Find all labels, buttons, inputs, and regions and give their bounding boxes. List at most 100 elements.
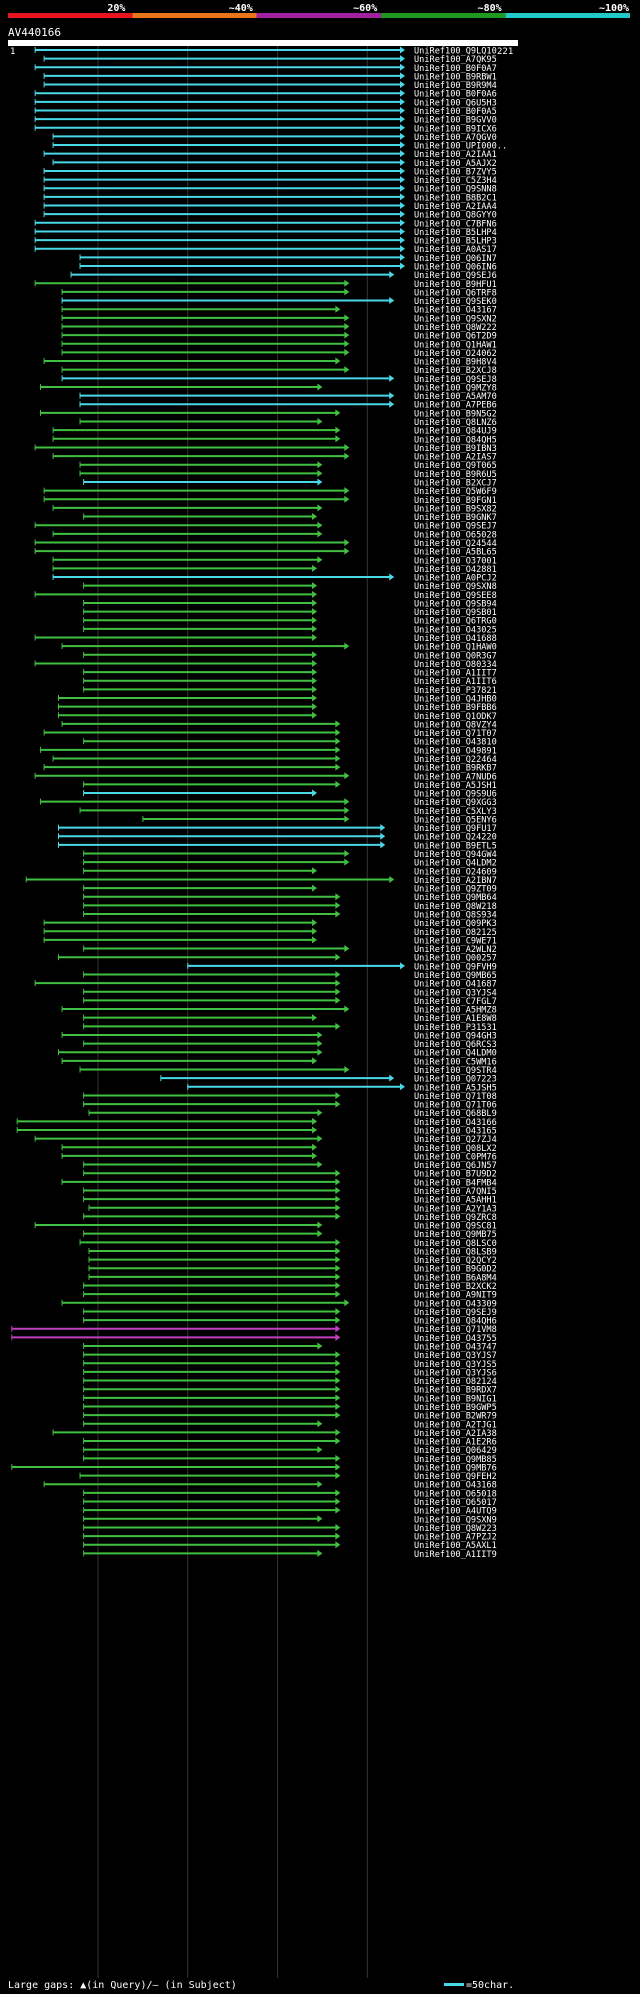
hit-row[interactable]: UniRef100_Q06IN6 [79, 262, 497, 273]
hit-row[interactable]: UniRef100_O24609 [83, 867, 497, 877]
hit-row[interactable]: UniRef100_B0F0A6 [34, 89, 497, 100]
hit-row[interactable]: UniRef100_O24062 [61, 348, 497, 359]
hit-row[interactable]: UniRef100_Q3YJS7 [83, 1351, 497, 1361]
hit-row[interactable]: UniRef100_A1E8W8 [83, 1014, 497, 1024]
hit-row[interactable]: UniRef100_B9RDX7 [83, 1385, 497, 1396]
hit-row[interactable]: UniRef100_Q9SEJ9 [83, 1307, 497, 1318]
hit-row[interactable]: UniRef100_Q84QH6 [83, 1316, 497, 1327]
hit-row[interactable]: UniRef100_A7PZJ2 [83, 1532, 497, 1543]
hit-row[interactable]: UniRef100_Q94GW4 [83, 850, 497, 860]
hit-row[interactable]: UniRef100_P37821 [83, 685, 497, 696]
hit-row[interactable]: UniRef100_A7QGV0 [52, 132, 497, 143]
hit-row[interactable]: UniRef100_Q6T2D9 [61, 331, 497, 342]
hit-row[interactable]: UniRef100_Q9MZY8 [40, 383, 497, 393]
hit-row[interactable]: UniRef100_Q9FEH2 [79, 1472, 497, 1482]
hit-row[interactable]: UniRef100_Q2QCY2 [88, 1256, 497, 1266]
hit-row[interactable]: UniRef100_O82124 [83, 1377, 497, 1387]
hit-row[interactable]: UniRef100_B9ETL5 [57, 841, 497, 851]
hit-row[interactable]: UniRef100_A1IIT6 [83, 677, 497, 687]
hit-row[interactable]: UniRef100_Q71T06 [83, 1100, 497, 1111]
hit-row[interactable]: UniRef100_A2IBN7 [25, 875, 497, 886]
hit-row[interactable]: UniRef100_Q5W6F9 [43, 487, 497, 497]
hit-row[interactable]: UniRef100_O65017 [83, 1498, 497, 1508]
hit-row[interactable]: UniRef100_B7U9D2 [83, 1169, 497, 1180]
hit-row[interactable]: UniRef100_Q8VZY4 [61, 720, 497, 730]
hit-row[interactable]: UniRef100_B9R9M4 [43, 81, 497, 91]
hit-row[interactable]: UniRef100_A1E2R6 [83, 1437, 497, 1448]
hit-row[interactable]: UniRef100_A7PEB6 [79, 400, 497, 411]
hit-row[interactable]: UniRef100_Q9ZRC8 [83, 1212, 497, 1223]
hit-row[interactable]: UniRef100_Q8S934 [83, 910, 497, 921]
hit-row[interactable]: UniRef100_A1IIT9 [83, 1549, 497, 1560]
hit-row[interactable]: UniRef100_Q9SEK0 [61, 297, 497, 307]
hit-row[interactable]: UniRef100_Q9SB94 [83, 599, 497, 609]
hit-row[interactable]: UniRef100_Q24220 [57, 832, 497, 843]
hit-row[interactable]: UniRef100_C5WM16 [61, 1057, 497, 1067]
hit-row[interactable]: UniRef100_Q9S9U6 [83, 789, 497, 800]
hit-row[interactable]: UniRef100_Q9MB75 [83, 1230, 497, 1240]
hit-row[interactable]: UniRef100_C7BFN6 [34, 219, 497, 229]
hit-row[interactable]: UniRef100_Q9SNN8 [43, 184, 497, 195]
hit-row[interactable]: UniRef100_A7QK95 [43, 55, 497, 65]
hit-row[interactable]: UniRef100_Q9STR4 [79, 1066, 497, 1076]
hit-row[interactable]: UniRef100_A5JSH1 [83, 780, 497, 791]
hit-row[interactable]: UniRef100_B5LHP3 [34, 236, 497, 247]
hit-row[interactable]: UniRef100_Q9FVH9 [187, 962, 497, 972]
hit-row[interactable]: UniRef100_B9GWP5 [83, 1402, 497, 1413]
hit-row[interactable]: UniRef100_B2XCJ7 [83, 478, 497, 489]
hit-row[interactable]: UniRef100_Q9ZT09 [83, 884, 497, 895]
hit-row[interactable]: UniRef100_Q94GH3 [61, 1031, 497, 1041]
hit-row[interactable]: UniRef100_B9SX82 [52, 504, 497, 514]
hit-row[interactable]: UniRef100_C7FGL7 [83, 996, 497, 1007]
hit-row[interactable]: UniRef100_Q3YJS6 [83, 1368, 497, 1378]
hit-row[interactable]: UniRef100_Q22464 [52, 754, 497, 765]
hit-row[interactable]: UniRef100_Q6TRF8 [61, 288, 497, 298]
hit-row[interactable]: UniRef100_O65018 [83, 1489, 497, 1499]
hit-row[interactable]: UniRef100_Q9SEJ8 [61, 374, 497, 385]
hit-row[interactable]: UniRef100_O49891 [40, 746, 497, 756]
hit-row[interactable]: UniRef100_A5AM70 [79, 392, 497, 402]
hit-row[interactable]: UniRef100_O41687 [34, 979, 497, 990]
hit-row[interactable]: UniRef100_Q07223 [160, 1074, 497, 1085]
hit-row[interactable]: UniRef100_A2IA38 [52, 1428, 497, 1439]
hit-row[interactable]: UniRef100_Q9SB01 [83, 608, 497, 618]
hit-row[interactable]: UniRef100_Q71VM8 [11, 1325, 497, 1335]
hit-row[interactable]: UniRef100_Q06IN7 [79, 254, 497, 264]
hit-row[interactable]: UniRef100_A5AJX2 [52, 158, 497, 169]
hit-row[interactable]: UniRef100_O43747 [83, 1342, 497, 1353]
hit-row[interactable]: UniRef100_A5AHH1 [83, 1195, 497, 1206]
hit-row[interactable]: UniRef100_Q9SXN9 [83, 1515, 497, 1525]
hit-row[interactable]: UniRef100_Q9MB85 [83, 1454, 497, 1465]
hit-row[interactable]: UniRef100_B7ZVY5 [43, 167, 497, 177]
hit-row[interactable]: UniRef100_B9FBB6 [57, 703, 497, 713]
hit-row[interactable]: UniRef100_B0F0A5 [34, 106, 497, 117]
hit-row[interactable]: UniRef100_A5BL65 [34, 547, 497, 558]
hit-row[interactable]: UniRef100_Q4LDM0 [57, 1048, 497, 1059]
hit-row[interactable]: UniRef100_C0PM76 [61, 1152, 497, 1162]
hit-row[interactable]: UniRef100_Q8W223 [83, 1523, 497, 1534]
hit-row[interactable]: UniRef100_O42881 [52, 564, 497, 575]
hit-row[interactable]: UniRef100_B9NIG1 [83, 1394, 497, 1404]
hit-row[interactable]: UniRef100_A2IAS7 [52, 452, 497, 463]
hit-row[interactable]: UniRef100_B9R6U5 [79, 469, 497, 480]
hit-row[interactable]: UniRef100_Q9SC81 [34, 1221, 497, 1232]
hit-row[interactable]: UniRef100_O82125 [43, 927, 497, 938]
hit-row[interactable]: UniRef100_Q9XGG3 [40, 798, 497, 808]
hit-row[interactable]: UniRef100_Q84UJ9 [52, 426, 497, 437]
hit-row[interactable]: UniRef100_A7NUD6 [34, 772, 497, 782]
hit-row[interactable]: UniRef100_Q1HAW1 [61, 340, 497, 350]
hit-row[interactable]: UniRef100_Q3YJS4 [83, 988, 497, 998]
hit-row[interactable]: UniRef100_A2IAA4 [43, 202, 497, 212]
hit-row[interactable]: UniRef100_O43168 [43, 1480, 497, 1491]
hit-row[interactable]: UniRef100_Q71T07 [43, 729, 497, 739]
hit-row[interactable]: UniRef100_C5Z3H4 [43, 176, 497, 186]
hit-row[interactable]: UniRef100_A5AXL1 [83, 1541, 497, 1551]
hit-row[interactable]: UniRef100_B2XCJ8 [61, 366, 497, 376]
hit-row[interactable]: UniRef100_B0F0A7 [34, 63, 497, 74]
hit-row[interactable]: UniRef100_Q9MB64 [83, 893, 497, 903]
hit-row[interactable]: UniRef100_B4FMB4 [61, 1178, 497, 1188]
hit-row[interactable]: UniRef100_O43309 [61, 1299, 497, 1309]
hit-row[interactable]: UniRef100_Q00257 [57, 953, 497, 964]
hit-row[interactable]: UniRef100_Q1HAW0 [61, 642, 497, 653]
hit-row[interactable]: UniRef100_A0AS17 [34, 245, 497, 255]
